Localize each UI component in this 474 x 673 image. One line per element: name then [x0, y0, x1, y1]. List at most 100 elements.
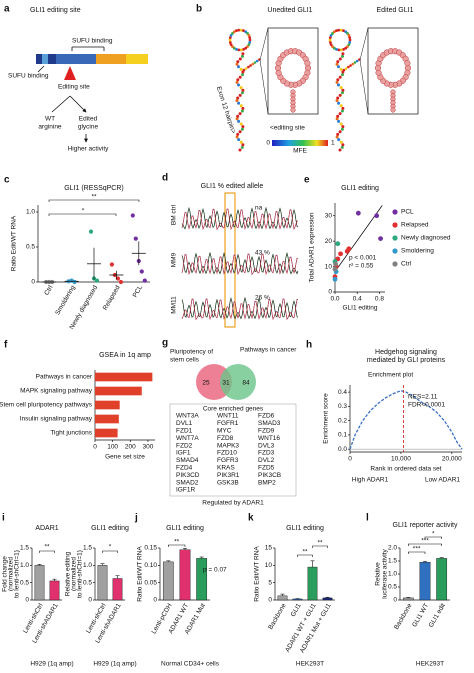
rna-base [237, 138, 241, 142]
bar [162, 561, 174, 601]
rna-base [244, 67, 248, 70]
data-point [94, 278, 100, 283]
rna-base [337, 65, 340, 69]
significance-bracket [39, 550, 55, 553]
sample-label: MM9 [171, 252, 178, 267]
annotation: Edited [79, 116, 98, 123]
panel-label: i [2, 513, 5, 524]
rna-base [346, 32, 349, 35]
rna-base [246, 32, 249, 35]
table-title: Core enriched genes [203, 406, 264, 413]
significance-bracket [168, 544, 186, 547]
y-tick-label: 0.5 [83, 579, 92, 586]
y-tick-label: 0.5 [26, 244, 35, 251]
colorbar [272, 140, 328, 146]
structure-title: Edited GLI1 [377, 7, 414, 14]
y-tick-label: 0.15 [144, 545, 157, 552]
legend-swatch [392, 248, 398, 254]
y-tick-label: 0.4 [338, 389, 347, 396]
panel-label: d [162, 173, 168, 184]
rna-base [244, 46, 248, 50]
significance-bracket [48, 199, 140, 202]
rna-base [353, 61, 357, 64]
y-tick-label: 1.5 [388, 558, 397, 565]
rna-base [239, 67, 243, 71]
y-tick-label: 1.5 [83, 545, 92, 552]
y-tick-label: 20 [325, 238, 333, 245]
annotation: p = 0.07 [203, 567, 227, 574]
data-point [72, 279, 77, 285]
sample-label: BM ctrl [171, 204, 178, 225]
panel-title: GLI1 editing site [30, 7, 81, 14]
legend-label: Smoldering [401, 248, 434, 255]
annotation: * [82, 208, 85, 215]
colorbar-min: 0 [266, 140, 270, 147]
y-tick-label: 30 [325, 212, 333, 219]
rna-base [237, 119, 241, 123]
rna-base [340, 127, 344, 131]
legend-label: Newly diagnosed [401, 235, 451, 242]
rna-base [339, 48, 343, 52]
y-tick-label: Pathways in cancer [36, 374, 93, 381]
edited-percent: 43 % [255, 250, 270, 257]
rna-base [232, 46, 236, 50]
rna-base [251, 62, 255, 66]
rna-base [329, 43, 333, 46]
annotation: ** [44, 544, 50, 551]
end-label: High ADAR1 [352, 477, 389, 484]
panel-label: b [196, 4, 202, 15]
rna-base [337, 83, 340, 87]
annotation: <editing site [270, 125, 305, 132]
y-tick-label: 0 [153, 597, 157, 604]
rna-base [231, 45, 234, 48]
bar [179, 549, 191, 601]
legend-swatch [392, 235, 398, 241]
x-tick-label: Smoldering [54, 284, 77, 316]
annotation: SUFU binding [8, 73, 49, 80]
gene: WNT7A [176, 435, 199, 442]
annotation: NES=2.11 [408, 394, 438, 401]
significance-bracket [408, 551, 426, 554]
rna-base [235, 80, 239, 84]
bar [196, 558, 208, 601]
y-tick-label: 0.10 [144, 562, 157, 569]
rna-base-zoom [290, 107, 296, 113]
rna-base [340, 91, 344, 95]
x-tick-label: Ctrl [43, 284, 54, 297]
x-tick-label: 0.4 [353, 296, 362, 303]
rna-base [238, 75, 242, 79]
rna-base [341, 73, 344, 77]
chart-title: GLI1 editing [286, 525, 324, 532]
rna-base [246, 45, 249, 48]
data-point [335, 241, 341, 247]
data-point [374, 213, 380, 219]
rna-base [341, 143, 345, 147]
rna-base [248, 41, 252, 44]
rna-base [231, 32, 234, 35]
statistic: r² = 0.55 [349, 263, 374, 270]
y-tick-label: 0.5 [20, 579, 29, 586]
rna-base [238, 130, 242, 134]
y-axis-label: (normalized [71, 557, 78, 591]
legend-label: Relapsed [401, 222, 429, 229]
data-point [109, 262, 114, 267]
annotation: SUFU binding [72, 38, 113, 45]
colorbar-max: 1 [331, 140, 335, 147]
chromatogram-trace [181, 298, 298, 321]
rna-base [335, 117, 339, 121]
rna-base [329, 34, 333, 37]
rna-base [337, 101, 341, 105]
rna-base [344, 30, 348, 34]
rna-base [338, 130, 342, 134]
rna-base [331, 45, 334, 48]
bar [112, 578, 123, 601]
x-axis-label: GLI1 editing [342, 305, 377, 312]
chromatogram-trace [181, 208, 298, 231]
bar [292, 598, 303, 601]
rna-base [335, 62, 339, 66]
rna-base [339, 86, 343, 90]
rna-base [336, 96, 340, 100]
x-tick-label: 0.8 [375, 296, 384, 303]
y-axis-label: Relative editing [65, 551, 72, 596]
